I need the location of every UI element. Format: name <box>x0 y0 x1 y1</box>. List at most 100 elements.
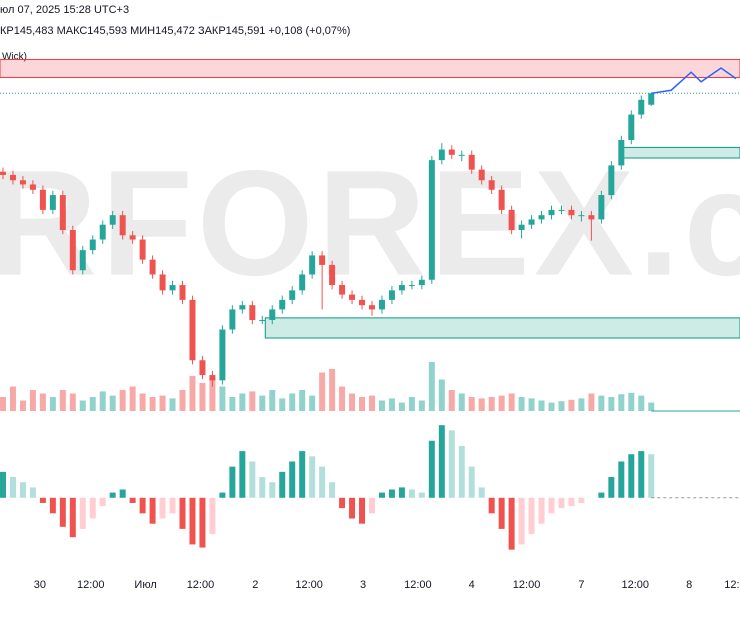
oscillator-bar <box>289 461 296 498</box>
oscillator-bar <box>648 454 655 498</box>
volume-bar <box>159 395 166 411</box>
volume-bar <box>378 400 385 411</box>
oscillator-bar <box>129 497 136 503</box>
volume-bar <box>528 398 535 411</box>
oscillator-bar <box>109 492 116 498</box>
volume-bar <box>448 390 455 411</box>
candle-body <box>578 215 585 217</box>
oscillator-bar <box>69 497 76 538</box>
oscillator-bar <box>139 497 146 514</box>
volume-bar <box>458 393 465 411</box>
oscillator-bar <box>329 482 336 498</box>
volume-bar <box>398 402 405 411</box>
oscillator-bar <box>179 497 186 529</box>
oscillator-bar <box>159 497 166 519</box>
candle-body <box>368 305 375 310</box>
volume-bar <box>179 390 186 411</box>
volume-bar <box>99 391 106 411</box>
candle-body <box>628 114 635 140</box>
volume-bar <box>269 390 276 411</box>
x-tick-label: Июл <box>134 579 156 591</box>
candle-body <box>179 285 186 300</box>
oscillator-bar <box>359 497 366 524</box>
oscillator-bar <box>498 497 505 529</box>
oscillator-bar <box>349 497 356 519</box>
volume-bar <box>408 397 415 411</box>
oscillator-bar <box>368 497 375 514</box>
zone <box>620 146 740 159</box>
candle-body <box>568 209 575 216</box>
oscillator-bar <box>418 492 425 498</box>
candle-body <box>189 299 196 361</box>
volume-bar <box>239 393 246 411</box>
volume-bar <box>19 400 26 411</box>
candle-body <box>169 285 176 291</box>
oscillator-bar <box>229 466 236 498</box>
x-tick-label: 30 <box>34 579 46 591</box>
oscillator-bar <box>299 451 306 498</box>
candle-body <box>508 209 515 230</box>
oscillator-bar <box>538 497 545 524</box>
volume-bar <box>229 397 236 411</box>
volume-bar <box>119 390 126 411</box>
x-tick-label: 8 <box>686 579 692 591</box>
volume-bar <box>628 392 635 411</box>
candle-body <box>428 160 435 280</box>
candle-body <box>458 154 465 156</box>
candle-body <box>49 195 56 210</box>
volume-bar <box>39 393 46 411</box>
oscillator-bar <box>578 497 585 503</box>
candle-body <box>209 375 216 381</box>
volume-bar <box>418 400 425 411</box>
oscillator-bar <box>259 477 266 498</box>
oscillator-bar <box>398 487 405 498</box>
candle-body <box>29 184 36 190</box>
candle-body <box>59 195 66 230</box>
candle-body <box>618 140 625 166</box>
candle-body <box>159 274 166 291</box>
candle-body <box>289 290 296 300</box>
x-tick-label: 7 <box>578 579 584 591</box>
oscillator-bar <box>309 456 316 498</box>
oscillator-bar <box>558 497 565 509</box>
oscillator-bar <box>39 497 46 503</box>
volume-bar <box>468 397 475 411</box>
volume-bar <box>339 386 346 411</box>
volume-bar <box>129 386 136 411</box>
x-tick-label: 12:00 <box>622 579 650 591</box>
volume-bar <box>428 362 435 411</box>
candle-body <box>329 264 336 286</box>
oscillator-bar <box>339 497 346 509</box>
x-tick-label: 12:00 <box>724 579 740 591</box>
volume-bar <box>558 401 565 411</box>
candle-body <box>478 169 485 181</box>
oscillator-bar <box>488 497 495 514</box>
candle-body <box>279 299 286 310</box>
x-tick-label: 3 <box>360 579 366 591</box>
candle-body <box>89 239 96 251</box>
volume-bar <box>508 393 515 411</box>
volume-bar <box>498 395 505 411</box>
volume-bar <box>359 397 366 411</box>
volume-bar <box>59 390 66 411</box>
x-tick-label: 2 <box>252 579 258 591</box>
volume-bar <box>618 394 625 411</box>
candle-body <box>99 224 106 240</box>
volume-bar <box>169 398 176 411</box>
volume-bar <box>89 397 96 411</box>
oscillator-bar <box>9 477 16 498</box>
candle-body <box>378 299 385 310</box>
candle-body <box>19 180 26 185</box>
volume-bar <box>488 397 495 411</box>
candle-body <box>359 299 366 306</box>
volume-bar <box>568 399 575 411</box>
candle-body <box>468 154 475 170</box>
indicator-label: Wick) <box>2 52 27 63</box>
candle-body <box>259 320 266 321</box>
candle-body <box>558 209 565 211</box>
volume-bar <box>259 395 266 411</box>
volume-bar <box>49 397 56 411</box>
volume-bar <box>199 383 206 411</box>
candle-body <box>129 235 136 240</box>
